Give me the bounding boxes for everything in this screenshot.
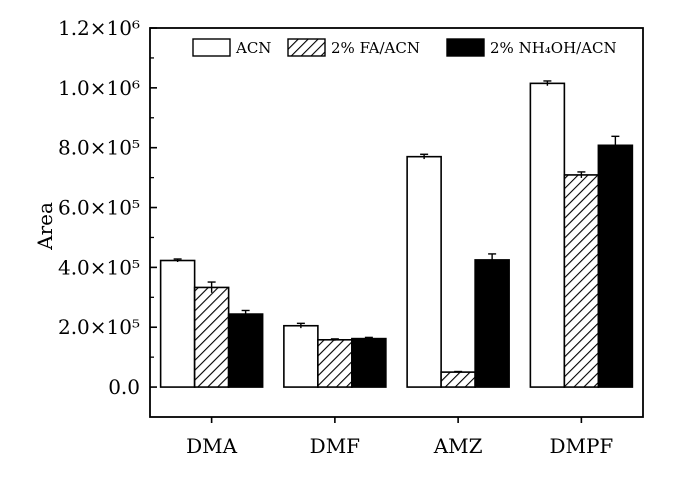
bar-amz-0 [406,155,442,388]
legend: ACN 2% FA/ACN 2% NH₄OH/ACN [192,38,617,57]
bar-dmpf-0 [529,82,566,388]
bar-dmf-2 [351,337,387,388]
legend-label-0: ACN [235,39,271,57]
bar-dmf-1 [317,338,353,388]
bar-amz-2 [474,259,510,388]
category-label: DMPF [549,434,613,458]
y-tick-label: 1.0×10⁶ [58,76,140,100]
y-tick-label: 1.2×10⁶ [58,16,140,40]
category-label: DMF [310,434,361,458]
legend-swatch-1 [287,38,326,57]
legend-label-2: 2% NH₄OH/ACN [490,39,617,57]
y-tick-label: 0.0 [108,375,140,399]
legend-swatch-0 [192,38,231,57]
y-tick-label: 6.0×10⁵ [58,196,140,220]
category-label: AMZ [433,434,483,458]
y-tick-label: 2.0×10⁵ [58,315,140,339]
bar-dmpf-1 [563,174,600,388]
plot-frame [149,27,644,418]
bar-dma-0 [159,259,196,388]
bar-amz-1 [440,371,476,388]
legend-swatch-2 [446,38,485,57]
bar-dma-2 [227,313,264,388]
bar-dmf-0 [283,324,319,388]
legend-label-1: 2% FA/ACN [331,39,420,57]
y-tick-label: 4.0×10⁵ [58,255,140,279]
y-tick-label: 8.0×10⁵ [58,136,140,160]
bar-dma-1 [193,286,230,388]
bar-dmpf-2 [597,144,634,388]
category-label: DMA [186,434,238,458]
y-axis-title: Area [33,202,57,251]
